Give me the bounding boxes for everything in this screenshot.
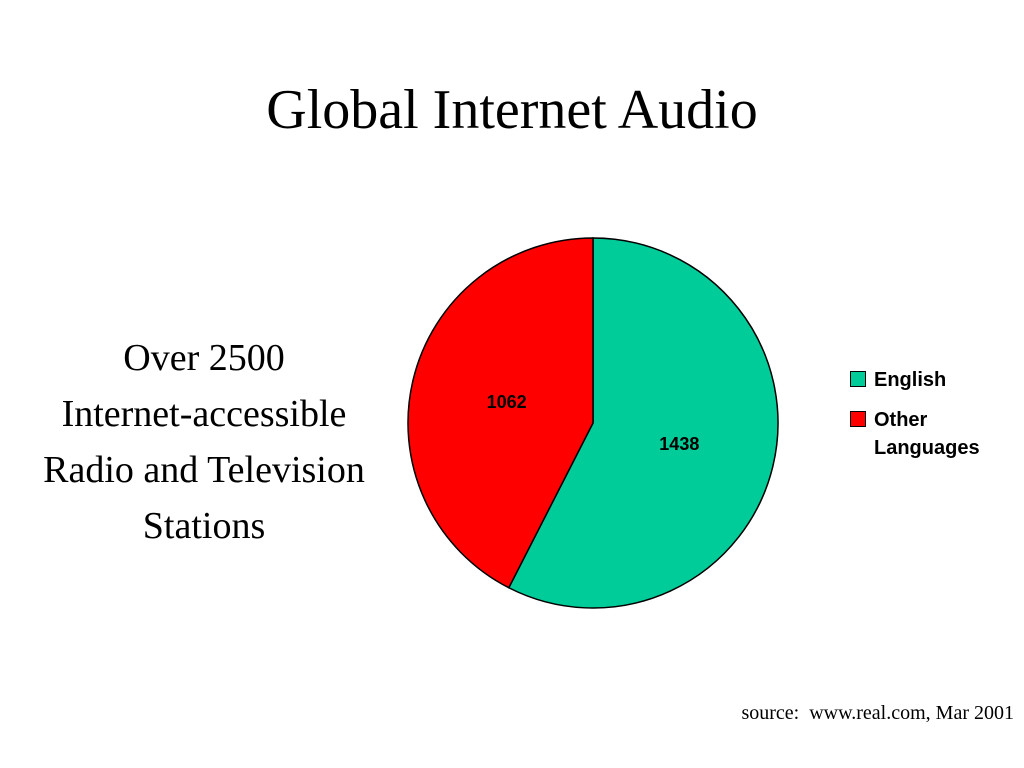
- summary-line-4: Stations: [142, 505, 266, 547]
- legend-label-other-languages: Other Languages: [874, 409, 980, 459]
- legend-item-english: English: [850, 366, 1020, 394]
- summary-line-1: Over 2500: [123, 337, 285, 379]
- source-note: source: www.real.com, Mar 2001: [741, 702, 1014, 724]
- legend-label-english: English: [874, 369, 947, 391]
- legend-swatch-english: [850, 371, 866, 387]
- legend-swatch-other-languages: [850, 411, 866, 427]
- slide-title: Global Internet Audio: [266, 79, 758, 141]
- data-label-other-languages: 1062: [487, 392, 527, 412]
- pie-slice-other-languages: [407, 237, 594, 589]
- chart-legend: English Other Languages: [850, 366, 1020, 474]
- summary-line-2: Internet-accessible: [61, 393, 347, 435]
- pie-slice-english: [507, 237, 779, 609]
- summary-line-3: Radio and Television: [43, 449, 365, 491]
- data-label-english: 1438: [659, 434, 699, 454]
- pie-slices: [407, 237, 779, 609]
- legend-item-other-languages: Other Languages: [850, 406, 1020, 462]
- stations-summary-text: Over 2500 Internet-accessible Radio and …: [4, 330, 404, 554]
- pie-data-labels: 1438 1062: [487, 392, 700, 454]
